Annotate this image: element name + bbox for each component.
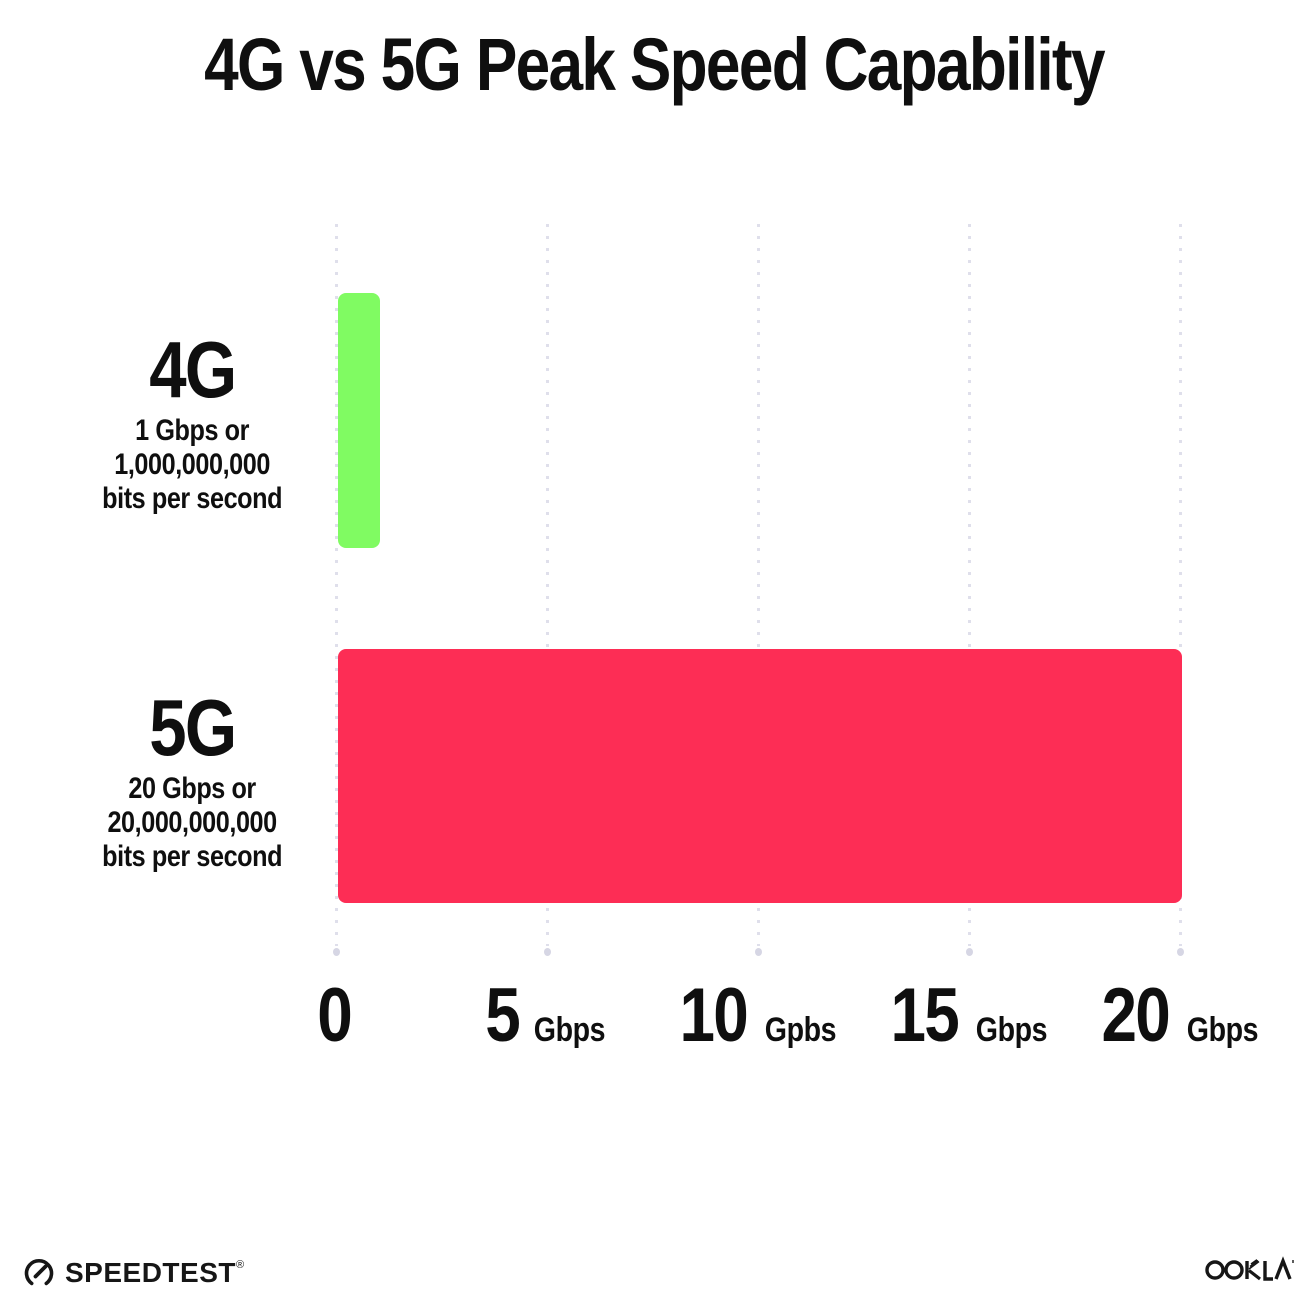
sublabel-line: 20 Gbps or — [128, 772, 256, 805]
gridline-5-gbps — [544, 224, 551, 956]
x-tick-unit: Gbps — [1186, 1011, 1259, 1049]
x-tick-unit: Gbps — [533, 1011, 606, 1049]
ookla-wordmark-icon: OOKLA — [1205, 1256, 1294, 1281]
trademark-symbol: ® — [235, 1259, 245, 1271]
bar-5g — [338, 649, 1182, 903]
gridline-10-gbps — [755, 224, 762, 956]
category-name-5g: 5G — [148, 683, 237, 772]
x-tick-number: 0 — [316, 973, 353, 1058]
sublabel-line: 1 Gbps or — [135, 414, 249, 447]
bar-4g — [338, 293, 380, 548]
x-tick-15: 15 Gbps — [859, 978, 1079, 1054]
gridline-20-gbps — [1177, 224, 1184, 956]
x-tick-unit: Gbps — [975, 1011, 1048, 1049]
gridline-15-gbps — [966, 224, 973, 956]
category-label-5g: 5G 20 Gbps or 20,000,000,000 bits per se… — [52, 688, 332, 874]
speedtest-gauge-icon — [22, 1256, 56, 1290]
x-tick-5: 5 Gbps — [437, 978, 657, 1054]
x-tick-number: 20 — [1101, 973, 1170, 1058]
x-tick-0: 0 — [226, 978, 446, 1054]
category-sublabel-4g: 1 Gbps or 1,000,000,000 bits per second — [102, 414, 282, 516]
speedtest-wordmark: SPEEDTEST® — [65, 1257, 245, 1288]
x-tick-20: 20 Gbps — [1070, 978, 1290, 1054]
sublabel-line: bits per second — [102, 482, 282, 515]
sublabel-line: 20,000,000,000 — [107, 806, 277, 839]
category-name-4g: 4G — [148, 325, 237, 414]
x-tick-number: 15 — [890, 973, 959, 1058]
x-tick-unit: Gpbs — [764, 1011, 837, 1049]
category-sublabel-5g: 20 Gbps or 20,000,000,000 bits per secon… — [102, 772, 282, 874]
gridline-0-gbps — [333, 224, 340, 956]
x-tick-10: 10 Gpbs — [648, 978, 868, 1054]
chart-title: 4G vs 5G Peak Speed Capability — [204, 23, 1105, 106]
ookla-logo: OOKLA — [1204, 1250, 1300, 1295]
category-label-4g: 4G 1 Gbps or 1,000,000,000 bits per seco… — [52, 330, 332, 516]
x-tick-number: 5 — [485, 973, 521, 1058]
x-tick-number: 10 — [679, 973, 748, 1058]
sublabel-line: 1,000,000,000 — [114, 448, 270, 481]
sublabel-line: bits per second — [102, 840, 282, 873]
speedtest-logo: SPEEDTEST® — [22, 1256, 245, 1290]
